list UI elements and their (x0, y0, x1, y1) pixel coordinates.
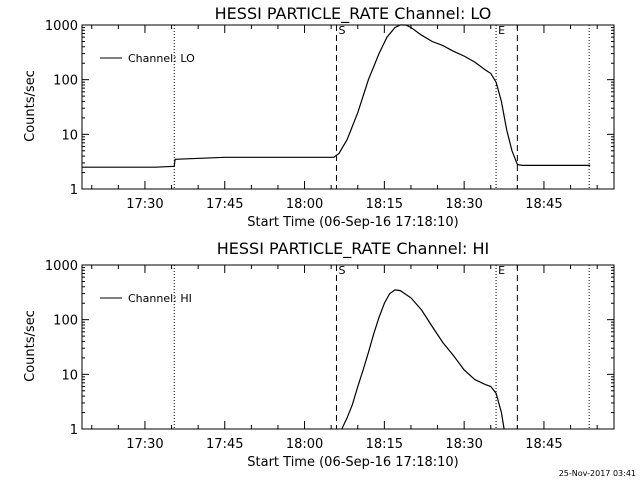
hi-x-tick-label: 18:45 (525, 437, 562, 452)
panel-lo-ylabel: Counts/sec (23, 70, 38, 142)
panel-lo-legend-label: Channel: LO (128, 52, 195, 65)
panel-hi: HESSI PARTICLE_RATE Channel: HI Start Ti… (23, 239, 489, 470)
chart-marks: 1 10 100 1000 17:30 17:45 18:00 18:15 18:30 18:45… (45, 19, 615, 452)
panel-lo: HESSI PARTICLE_RATE Channel: LO Start Ti… (23, 4, 491, 230)
hi-y-tick-label: 100 (53, 314, 78, 329)
hi-x-tick-label: 17:45 (206, 437, 243, 452)
hi-x-tick-label: 18:15 (366, 437, 403, 452)
hi-marker-label: S (338, 264, 345, 277)
panel-lo-xlabel: Start Time (06-Sep-16 17:18:10) (247, 215, 458, 230)
panel-lo-title: HESSI PARTICLE_RATE Channel: LO (215, 4, 492, 24)
lo-y-tick-label: 10 (61, 128, 78, 143)
lo-x-tick-label: 18:45 (525, 197, 562, 212)
panel-hi-xlabel: Start Time (06-Sep-16 17:18:10) (247, 455, 458, 470)
hi-marker-label: E (498, 264, 505, 277)
lo-y-tick-label: 1 (70, 183, 78, 198)
lo-series-line (82, 24, 591, 168)
hi-y-tick-label: 1 (70, 423, 78, 438)
lo-x-tick-label: 18:15 (366, 197, 403, 212)
lo-marker-label: S (338, 24, 345, 37)
lo-x-tick-label: 18:30 (445, 197, 482, 212)
lo-x-tick-label: 17:30 (126, 197, 163, 212)
hi-series-line (341, 289, 505, 430)
lo-y-tick-label: 1000 (45, 19, 78, 34)
lo-y-tick-label: 100 (53, 74, 78, 89)
hi-x-tick-label: 17:30 (126, 437, 163, 452)
lo-x-tick-label: 17:45 (206, 197, 243, 212)
lo-plot-frame (81, 24, 615, 190)
hi-y-tick-label: 10 (61, 368, 78, 383)
generation-timestamp: 25-Nov-2017 03:41 (559, 469, 636, 478)
panel-hi-legend-label: Channel: HI (128, 292, 192, 305)
hi-plot-frame (81, 264, 615, 430)
lo-marker-label: E (498, 24, 505, 37)
hi-x-tick-label: 18:00 (286, 437, 323, 452)
hi-x-tick-label: 18:30 (445, 437, 482, 452)
hi-y-tick-label: 1000 (45, 259, 78, 274)
lo-x-tick-label: 18:00 (286, 197, 323, 212)
panel-hi-ylabel: Counts/sec (23, 310, 38, 382)
panel-hi-title: HESSI PARTICLE_RATE Channel: HI (217, 239, 490, 259)
